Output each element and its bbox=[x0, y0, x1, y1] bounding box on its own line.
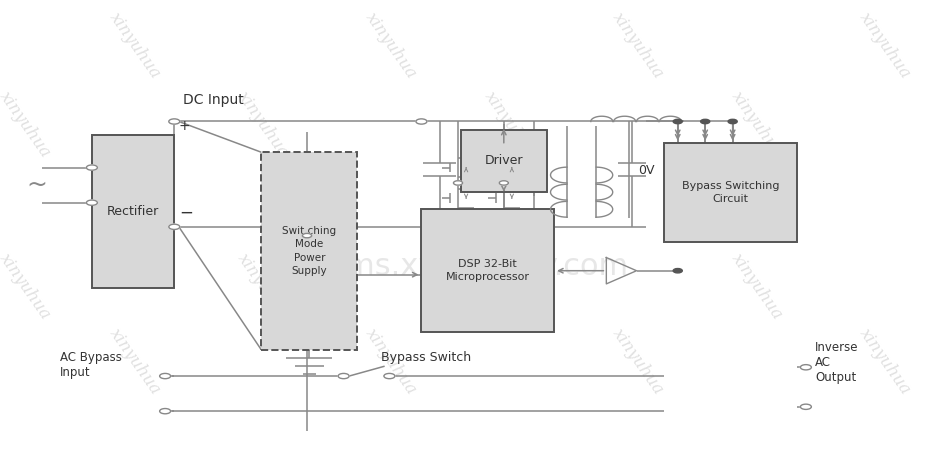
Circle shape bbox=[800, 365, 811, 370]
Text: xinyuhua: xinyuhua bbox=[234, 88, 291, 161]
Circle shape bbox=[673, 269, 682, 273]
Text: AC Bypass
Input: AC Bypass Input bbox=[60, 351, 122, 379]
Text: xinyuhua: xinyuhua bbox=[728, 88, 786, 161]
Text: xinyuhua: xinyuhua bbox=[0, 88, 54, 161]
Text: 0V: 0V bbox=[638, 164, 655, 177]
Circle shape bbox=[86, 165, 98, 170]
Text: rms.xwlenergy.com: rms.xwlenergy.com bbox=[334, 252, 629, 281]
Text: Swit ching
Mode
Power
Supply: Swit ching Mode Power Supply bbox=[282, 226, 337, 276]
Bar bbox=[461, 130, 547, 191]
Text: xinyuhua: xinyuhua bbox=[609, 325, 667, 398]
Bar bbox=[664, 144, 797, 242]
Text: Bypass Switch: Bypass Switch bbox=[381, 351, 471, 364]
Circle shape bbox=[303, 233, 311, 238]
Text: xinyuhua: xinyuhua bbox=[234, 250, 291, 323]
Circle shape bbox=[160, 374, 171, 379]
Text: +: + bbox=[179, 119, 191, 133]
Circle shape bbox=[453, 181, 462, 185]
Circle shape bbox=[160, 409, 171, 414]
Circle shape bbox=[169, 224, 180, 229]
Circle shape bbox=[673, 119, 682, 124]
Text: DSP 32-Bit
Microprocessor: DSP 32-Bit Microprocessor bbox=[446, 259, 530, 283]
Text: xinyuhua: xinyuhua bbox=[0, 250, 54, 323]
Text: xinyuhua: xinyuhua bbox=[609, 9, 667, 82]
Text: Rectifier: Rectifier bbox=[107, 205, 159, 218]
Circle shape bbox=[800, 404, 811, 410]
Text: −: − bbox=[179, 204, 193, 222]
Text: xinyuhua: xinyuhua bbox=[856, 9, 915, 82]
Text: Bypass Switching
Circuit: Bypass Switching Circuit bbox=[682, 181, 779, 204]
Text: xinyuhua: xinyuhua bbox=[856, 325, 915, 398]
Text: Driver: Driver bbox=[484, 155, 523, 167]
Text: xinyuhua: xinyuhua bbox=[362, 9, 420, 82]
Circle shape bbox=[499, 181, 509, 185]
Text: xinyuhua: xinyuhua bbox=[728, 250, 786, 323]
Circle shape bbox=[728, 119, 737, 124]
Text: ~: ~ bbox=[26, 173, 47, 197]
Bar bbox=[421, 210, 555, 332]
Text: DC Input: DC Input bbox=[183, 93, 244, 107]
Circle shape bbox=[86, 200, 98, 205]
Text: xinyuhua: xinyuhua bbox=[362, 325, 420, 398]
Circle shape bbox=[338, 374, 349, 379]
Circle shape bbox=[303, 233, 311, 238]
Bar bbox=[261, 152, 357, 350]
Text: xinyuhua: xinyuhua bbox=[105, 325, 164, 398]
Bar bbox=[92, 135, 174, 288]
Circle shape bbox=[384, 374, 395, 379]
Text: xinyuhua: xinyuhua bbox=[481, 250, 539, 323]
Circle shape bbox=[415, 119, 427, 124]
Text: Inverse
AC
Output: Inverse AC Output bbox=[815, 341, 858, 384]
Text: xinyuhua: xinyuhua bbox=[481, 88, 539, 161]
Circle shape bbox=[700, 119, 710, 124]
Circle shape bbox=[169, 119, 180, 124]
Text: xinyuhua: xinyuhua bbox=[105, 9, 164, 82]
